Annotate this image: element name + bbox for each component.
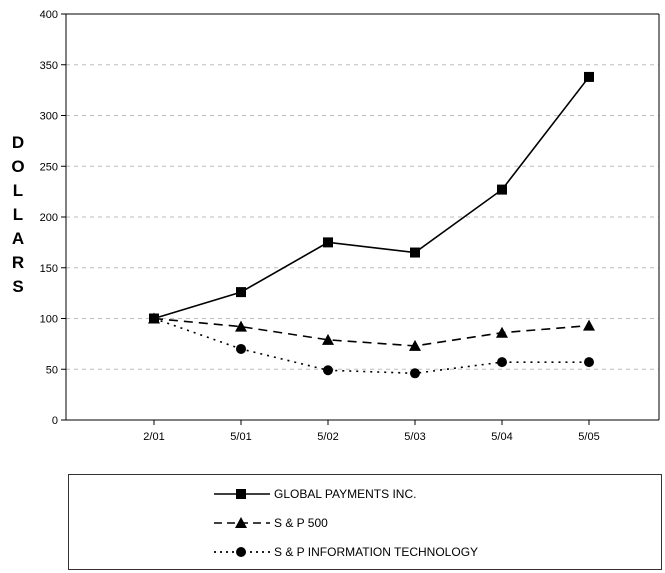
y-tick-label: 50 (46, 364, 58, 376)
legend-swatch-dashed-triangle (214, 517, 270, 528)
legend-label: GLOBAL PAYMENTS INC. (274, 487, 417, 501)
x-tick-label: 5/01 (230, 431, 251, 443)
x-tick-label: 5/04 (491, 431, 512, 443)
y-tick-label: 0 (52, 415, 58, 427)
data-point-square (410, 247, 420, 258)
y-tick-label: 250 (40, 161, 58, 173)
data-point-circle (149, 313, 159, 324)
legend-swatch-solid-square (214, 489, 270, 499)
y-tick-label: 200 (40, 212, 58, 224)
y-tick-label: 350 (40, 60, 58, 72)
series-line (153, 317, 590, 347)
y-axis-label-letter: L (13, 181, 23, 200)
data-point-square (236, 287, 246, 298)
data-point-circle (236, 343, 246, 354)
legend-label: S & P INFORMATION TECHNOLOGY (274, 545, 479, 559)
y-axis-label-letter: S (12, 277, 23, 296)
series-line (153, 76, 590, 320)
data-point-triangle (496, 326, 508, 338)
line-chart: 0 50 100 150 200 250 300 350 400 2/01 5/01 5/02 5/0… (11, 9, 660, 443)
y-tick-label: 100 (40, 314, 58, 326)
y-tick-label: 150 (40, 263, 58, 275)
data-point-triangle (235, 320, 247, 332)
x-tick-label: 2/01 (143, 431, 164, 443)
y-tick-label: 300 (40, 111, 58, 123)
data-point-circle (410, 368, 420, 379)
y-axis-label-letter: R (12, 253, 24, 272)
y-tick-label: 400 (40, 9, 58, 21)
legend: GLOBAL PAYMENTS INC. S & P 500 S & P INF… (68, 474, 662, 570)
data-point-circle (584, 357, 594, 368)
y-axis-label-letter: A (12, 229, 24, 248)
x-tick-label: 5/02 (317, 431, 338, 443)
data-point-square (323, 237, 333, 248)
series-layer (148, 71, 595, 379)
y-axis-label-letter: D (12, 133, 24, 152)
grid-lines (66, 64, 659, 370)
x-tick-label: 5/05 (578, 431, 599, 443)
legend-swatch-dotted-circle (214, 547, 270, 557)
axes (65, 13, 660, 421)
series-line (153, 317, 589, 375)
data-point-circle (323, 365, 333, 376)
data-point-triangle (583, 319, 595, 331)
y-axis-label-letter: L (13, 205, 23, 224)
x-axis-ticks: 2/01 5/01 5/02 5/03 5/04 5/05 (143, 420, 600, 443)
legend-item-sp-info-tech: S & P INFORMATION TECHNOLOGY (214, 542, 478, 562)
data-point-square (497, 184, 507, 195)
legend-item-sp500: S & P 500 (214, 513, 328, 533)
y-axis-ticks: 0 50 100 150 200 250 300 350 400 (40, 9, 66, 427)
data-point-triangle (322, 333, 334, 345)
x-tick-label: 5/03 (404, 431, 425, 443)
data-point-circle (497, 357, 507, 368)
y-axis-label-letter: O (11, 157, 24, 176)
data-point-square (584, 71, 594, 82)
legend-item-global-payments: GLOBAL PAYMENTS INC. (214, 484, 416, 504)
data-point-triangle (409, 339, 421, 351)
legend-label: S & P 500 (274, 516, 328, 530)
